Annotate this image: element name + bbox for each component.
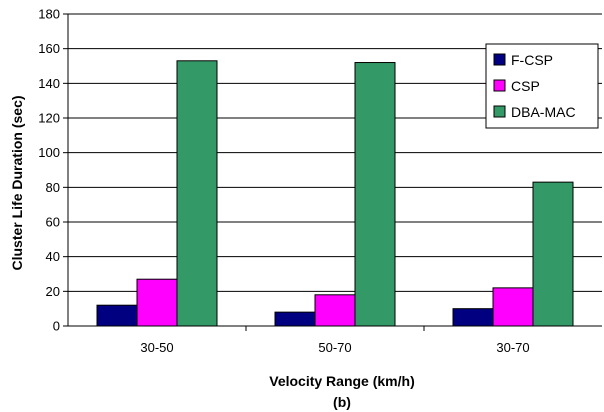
y-tick-label: 40 (46, 249, 60, 264)
chart-caption: (b) (333, 394, 351, 410)
bar-f-csp-50-70 (274, 311, 316, 327)
x-tick-label: 30-50 (140, 340, 173, 355)
y-tick-label: 180 (38, 7, 60, 22)
bar-dba-mac-30-50 (176, 60, 218, 327)
gridlines (68, 13, 602, 292)
legend-label-f-csp: F-CSP (511, 52, 553, 68)
y-axis-ticks: 0 20 40 60 80 100 120 140 160 180 (38, 7, 68, 334)
axes (67, 14, 602, 327)
x-tick-label: 50-70 (318, 340, 351, 355)
x-axis-ticks: 30-50 50-70 30-70 (140, 326, 530, 355)
bar-csp-50-70 (314, 294, 356, 327)
legend-swatch-csp (493, 79, 506, 92)
legend-label-dba-mac: DBA-MAC (511, 104, 576, 120)
y-tick-label: 140 (38, 76, 60, 91)
bar-f-csp-30-50 (96, 304, 138, 327)
legend-swatch-dba-mac (493, 105, 506, 118)
y-axis-title: Cluster Life Duration (sec) (9, 95, 25, 270)
bars (96, 60, 574, 327)
y-tick-label: 120 (38, 111, 60, 126)
bar-f-csp-30-70 (452, 308, 494, 327)
legend-label-csp: CSP (511, 78, 540, 94)
y-tick-label: 0 (53, 319, 60, 334)
bar-csp-30-50 (136, 278, 178, 327)
bar-dba-mac-30-70 (532, 181, 574, 327)
bar-csp-30-70 (492, 287, 534, 327)
y-tick-label: 60 (46, 215, 60, 230)
y-tick-label: 80 (46, 180, 60, 195)
x-tick-label: 30-70 (496, 340, 529, 355)
legend-swatch-f-csp (493, 53, 506, 66)
x-axis-title: Velocity Range (km/h) (269, 373, 414, 389)
y-tick-label: 160 (38, 41, 60, 56)
bar-dba-mac-50-70 (354, 62, 396, 327)
legend: F-CSP CSP DBA-MAC (485, 43, 599, 129)
y-tick-label: 20 (46, 284, 60, 299)
y-tick-label: 100 (38, 145, 60, 160)
